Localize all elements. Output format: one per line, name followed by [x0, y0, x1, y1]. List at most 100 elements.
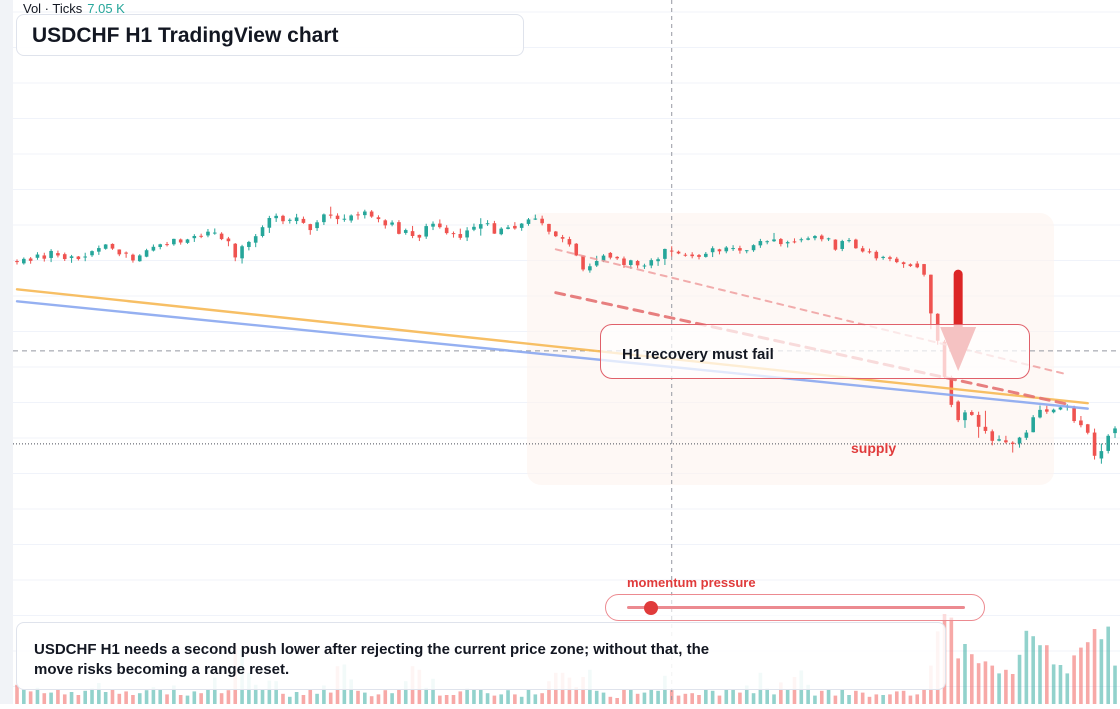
- candle-body: [274, 215, 278, 219]
- candle-body: [485, 223, 490, 225]
- volume-bar: [765, 688, 769, 704]
- volume-bar: [1031, 636, 1035, 704]
- candle-body: [506, 227, 510, 229]
- volume-bar: [649, 689, 654, 704]
- supply-label: supply: [851, 440, 897, 456]
- candle-body: [826, 238, 831, 240]
- candle-body: [403, 230, 408, 233]
- candle-body: [547, 223, 551, 232]
- volume-bar: [847, 695, 851, 704]
- candle-body: [1079, 420, 1083, 426]
- volume-bar: [472, 689, 476, 704]
- candle-body: [533, 218, 538, 220]
- volume-bar: [431, 678, 435, 704]
- candle-body: [1038, 409, 1042, 418]
- volume-bar: [369, 696, 374, 704]
- candle-body: [642, 265, 647, 267]
- volume-bar: [513, 694, 517, 704]
- volume-bar: [349, 679, 353, 704]
- volume-bar: [717, 695, 722, 704]
- volume-bar: [356, 690, 360, 704]
- candle-body: [526, 219, 531, 224]
- volume-bar: [492, 695, 497, 704]
- volume-bar: [212, 677, 217, 704]
- callout-text: H1 recovery must fail: [622, 346, 774, 363]
- volume-bar: [642, 692, 647, 704]
- candle-body: [751, 245, 756, 251]
- candle-body: [867, 251, 872, 253]
- candle-body: [431, 223, 435, 227]
- candle-body: [663, 248, 667, 259]
- volume-bar: [1092, 629, 1097, 704]
- candle-body: [49, 250, 53, 258]
- candle-body: [35, 254, 40, 258]
- volume-bar: [192, 691, 197, 704]
- volume-bar: [983, 661, 988, 704]
- volume-bar: [117, 693, 122, 704]
- candle-body: [772, 239, 776, 242]
- candle-body: [1045, 409, 1049, 412]
- candle-body: [697, 255, 701, 257]
- candle-body: [949, 377, 954, 405]
- volume-bar: [751, 693, 756, 704]
- candle-body: [901, 262, 906, 265]
- candle-body: [158, 244, 163, 247]
- candle-body: [76, 256, 81, 260]
- candle-body: [308, 224, 313, 231]
- candle-body: [983, 426, 988, 431]
- candle-body: [144, 250, 149, 257]
- candle-body: [792, 241, 797, 243]
- volume-bar: [676, 695, 681, 704]
- trend-line-orange: [15, 288, 1089, 405]
- volume-bar: [833, 695, 838, 704]
- volume-bar: [1065, 673, 1070, 704]
- volume-bar: [526, 689, 531, 704]
- volume-legend: Vol · Ticks 7.05 K: [23, 1, 125, 16]
- candle-body: [22, 258, 26, 264]
- candle-body: [779, 239, 783, 245]
- candle-body: [915, 263, 920, 268]
- candle-body: [929, 274, 933, 314]
- candle-body: [260, 227, 265, 236]
- candle-body: [376, 217, 381, 220]
- volume-bar: [970, 654, 974, 704]
- candle-body: [649, 260, 654, 266]
- volume-bar: [956, 658, 960, 704]
- volume-bar: [519, 696, 524, 704]
- volume-bar: [888, 694, 892, 704]
- volume-bar: [581, 677, 585, 704]
- volume-bar: [867, 696, 872, 704]
- candle-body: [635, 261, 640, 266]
- volume-bar: [601, 692, 606, 704]
- candle-body: [458, 234, 463, 238]
- momentum-track: [627, 606, 965, 609]
- volume-bar: [894, 691, 899, 704]
- volume-bar: [315, 693, 319, 704]
- candle-body: [28, 258, 33, 261]
- candle-body: [465, 230, 469, 238]
- volume-bar: [1079, 647, 1083, 704]
- candle-body: [601, 255, 606, 261]
- volume-bar: [997, 673, 1001, 704]
- candle-body: [656, 259, 660, 262]
- volume-bar: [363, 692, 367, 704]
- volume-bar: [881, 695, 885, 704]
- candle-body: [970, 412, 974, 415]
- volume-bar: [826, 689, 831, 704]
- candle-body: [212, 232, 217, 234]
- candle-body: [908, 264, 913, 267]
- candle-body: [669, 250, 674, 252]
- volume-bar: [465, 688, 469, 704]
- candle-body: [813, 236, 817, 239]
- candle-body: [976, 414, 981, 427]
- volume-bar: [1010, 674, 1015, 704]
- volume-bar: [547, 681, 551, 704]
- volume-bar: [1085, 642, 1090, 704]
- volume-bar: [458, 691, 463, 704]
- volume-bar: [97, 683, 101, 704]
- volume-bar: [635, 693, 640, 704]
- candle-body: [997, 439, 1001, 441]
- volume-bar: [90, 688, 94, 704]
- volume-bar: [172, 685, 176, 704]
- volume-bar: [478, 689, 483, 704]
